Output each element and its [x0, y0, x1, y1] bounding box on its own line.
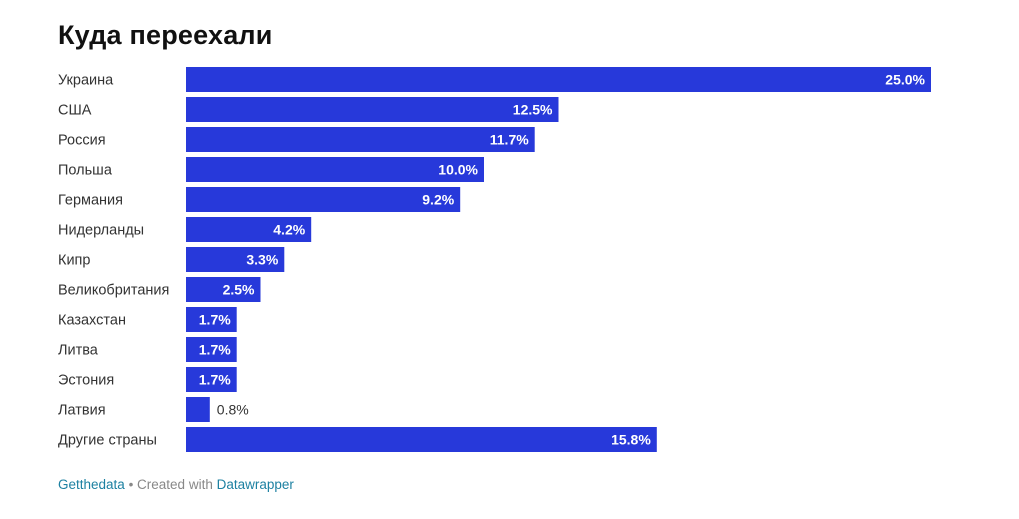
- value-label: 25.0%: [885, 72, 925, 88]
- category-label: Россия: [58, 133, 106, 149]
- bar: [186, 127, 535, 152]
- bar: [186, 67, 931, 92]
- footer-separator: • Created with: [124, 477, 217, 492]
- category-label: Эстония: [58, 373, 114, 389]
- bar: [186, 157, 484, 182]
- category-label: Латвия: [58, 403, 106, 419]
- bar: [186, 397, 210, 422]
- category-label: США: [58, 103, 92, 119]
- category-label: Украина: [58, 73, 114, 89]
- value-label: 4.2%: [273, 222, 305, 238]
- value-label: 2.5%: [223, 282, 255, 298]
- category-label: Казахстан: [58, 313, 126, 329]
- value-label: 3.3%: [246, 252, 278, 268]
- value-label: 1.7%: [199, 372, 231, 388]
- bar: [186, 337, 237, 362]
- chart-footer: Getthedata • Created with Datawrapper: [58, 477, 294, 492]
- category-label: Германия: [58, 193, 123, 209]
- category-label: Польша: [58, 163, 113, 179]
- value-label: 1.7%: [199, 312, 231, 328]
- bar: [186, 307, 237, 332]
- category-label: Нидерланды: [58, 223, 144, 239]
- value-label: 1.7%: [199, 342, 231, 358]
- value-label: 15.8%: [611, 432, 651, 448]
- datawrapper-link[interactable]: Datawrapper: [216, 477, 294, 492]
- bar: [186, 367, 237, 392]
- chart-title: Куда переехали: [58, 20, 273, 50]
- bar: [186, 97, 559, 122]
- value-label: 9.2%: [422, 192, 454, 208]
- category-label: Кипр: [58, 253, 90, 269]
- bar: [186, 187, 461, 212]
- value-label: 11.7%: [490, 132, 529, 148]
- category-label: Литва: [58, 343, 99, 359]
- bar: [186, 277, 261, 302]
- value-label: 10.0%: [438, 162, 478, 178]
- bar: [186, 247, 285, 272]
- value-label: 0.8%: [217, 402, 249, 418]
- category-label: Великобритания: [58, 283, 169, 299]
- bar-chart: Украина 25.0% США 12.5% Россия 11.7% Польша 10.…: [58, 67, 931, 452]
- bar: [186, 217, 312, 242]
- value-label: 12.5%: [513, 102, 553, 118]
- source-link[interactable]: Getthedata: [58, 477, 125, 492]
- category-label: Другие страны: [58, 433, 157, 449]
- bar: [186, 427, 657, 452]
